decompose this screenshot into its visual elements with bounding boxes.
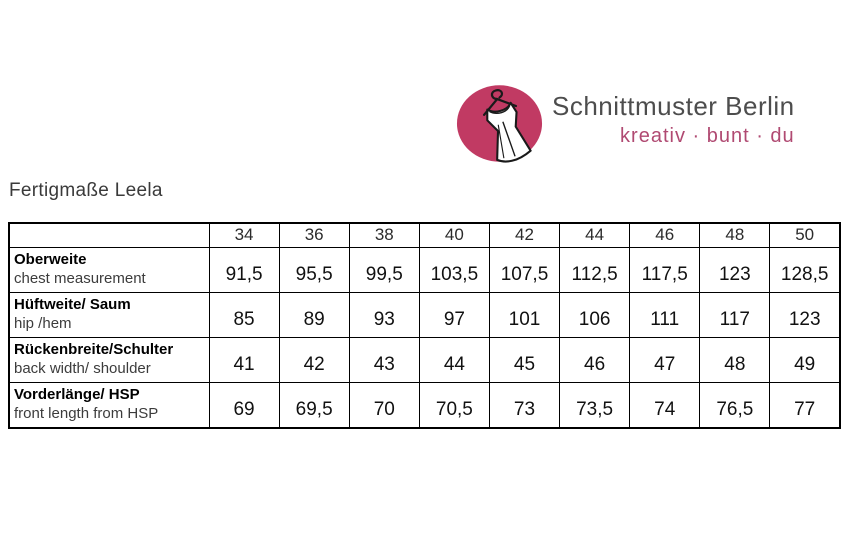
measurement-value: 70 xyxy=(348,381,420,428)
measurement-value: 73 xyxy=(488,381,561,428)
measurement-value: 41 xyxy=(208,336,280,383)
measurement-label-de: Vorderlänge/ HSP xyxy=(14,385,140,403)
measurement-value: 89 xyxy=(278,291,350,338)
empty-corner-cell xyxy=(8,222,210,248)
table-row-hip-hem: Hüftweite/ Saum hip /hem 85 89 93 97 101… xyxy=(8,291,841,338)
measurement-value: 48 xyxy=(699,336,771,383)
brand-text-block: Schnittmuster Berlin kreativ · bunt · du xyxy=(552,92,795,148)
size-table: 34 36 38 40 42 44 46 48 50 Oberweite che… xyxy=(8,222,841,429)
brand-tagline: kreativ · bunt · du xyxy=(620,124,795,147)
measurement-value: 69,5 xyxy=(278,381,350,428)
measurement-value: 69 xyxy=(208,381,280,428)
measurement-label-de: Hüftweite/ Saum xyxy=(14,295,131,313)
measurement-label-de: Oberweite xyxy=(14,250,87,268)
measurement-value: 93 xyxy=(348,291,420,338)
size-column-header: 44 xyxy=(559,222,631,248)
measurement-value: 103,5 xyxy=(418,246,490,293)
size-column-header: 36 xyxy=(278,222,350,248)
measurement-value: 77 xyxy=(769,381,841,428)
table-row-chest: Oberweite chest measurement 91,5 95,5 99… xyxy=(8,246,841,293)
measurement-value: 101 xyxy=(488,291,561,338)
measurement-value: 85 xyxy=(208,291,280,338)
measurement-value: 123 xyxy=(699,246,771,293)
measurement-value: 112,5 xyxy=(559,246,631,293)
measurement-value: 46 xyxy=(559,336,631,383)
measurement-value: 76,5 xyxy=(699,381,771,428)
measurement-value: 44 xyxy=(418,336,490,383)
measurement-label-cell: Hüftweite/ Saum hip /hem xyxy=(8,291,210,338)
measurement-value: 99,5 xyxy=(348,246,420,293)
measurement-value: 47 xyxy=(629,336,701,383)
measurement-value: 117,5 xyxy=(629,246,701,293)
measurement-value: 45 xyxy=(488,336,561,383)
measurement-value: 107,5 xyxy=(488,246,561,293)
measurement-value: 43 xyxy=(348,336,420,383)
measurement-label-en: hip /hem xyxy=(14,315,72,332)
measurement-value: 73,5 xyxy=(559,381,631,428)
size-header-row: 34 36 38 40 42 44 46 48 50 xyxy=(8,222,841,248)
size-column-header: 50 xyxy=(769,222,841,248)
size-column-header: 42 xyxy=(488,222,561,248)
measurement-value: 74 xyxy=(629,381,701,428)
measurement-label-cell: Oberweite chest measurement xyxy=(8,246,210,293)
measurement-value: 106 xyxy=(559,291,631,338)
dress-on-hanger-icon xyxy=(456,85,543,163)
measurement-label-en: front length from HSP xyxy=(14,405,159,422)
measurement-label-en: chest measurement xyxy=(14,270,146,287)
measurement-value: 42 xyxy=(278,336,350,383)
measurement-value: 70,5 xyxy=(418,381,490,428)
measurement-value: 117 xyxy=(699,291,771,338)
table-row-back-width: Rückenbreite/Schulter back width/ should… xyxy=(8,336,841,383)
measurement-value: 97 xyxy=(418,291,490,338)
size-column-header: 40 xyxy=(418,222,490,248)
measurement-value: 91,5 xyxy=(208,246,280,293)
size-column-header: 48 xyxy=(699,222,771,248)
measurement-value: 111 xyxy=(629,291,701,338)
table-row-front-length: Vorderlänge/ HSP front length from HSP 6… xyxy=(8,381,841,428)
measurement-label-cell: Vorderlänge/ HSP front length from HSP xyxy=(8,381,210,428)
measurement-label-de: Rückenbreite/Schulter xyxy=(14,340,174,358)
page-title: Fertigmaße Leela xyxy=(9,180,163,201)
measurement-label-cell: Rückenbreite/Schulter back width/ should… xyxy=(8,336,210,383)
measurement-value: 49 xyxy=(769,336,841,383)
size-column-header: 34 xyxy=(208,222,280,248)
brand-logo: Schnittmuster Berlin kreativ · bunt · du xyxy=(456,84,795,163)
brand-name: Schnittmuster Berlin xyxy=(552,91,795,121)
measurement-value: 95,5 xyxy=(278,246,350,293)
size-column-header: 38 xyxy=(348,222,420,248)
measurement-value: 123 xyxy=(769,291,841,338)
measurement-label-en: back width/ shoulder xyxy=(14,360,151,377)
size-column-header: 46 xyxy=(629,222,701,248)
measurement-value: 128,5 xyxy=(769,246,841,293)
